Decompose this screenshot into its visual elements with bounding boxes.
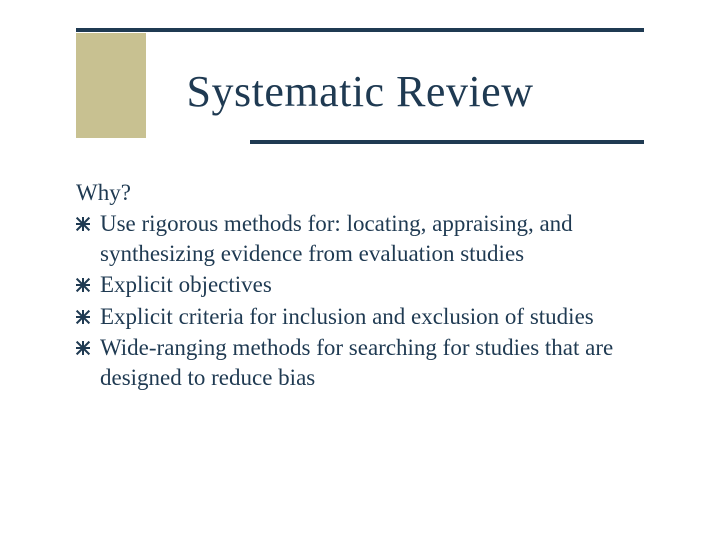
list-item-text: Explicit objectives [100, 270, 656, 299]
mid-rule [250, 140, 644, 144]
top-rule [76, 28, 644, 32]
list-item: Explicit criteria for inclusion and excl… [76, 302, 656, 331]
star-bullet-icon [76, 217, 90, 231]
list-item-text: Wide-ranging methods for searching for s… [100, 333, 656, 392]
star-bullet-icon [76, 278, 90, 292]
content-area: Why? Use rigorous methods for: locating,… [76, 178, 656, 394]
slide: Systematic Review Why? Use rigorous meth… [0, 0, 720, 540]
list-item-text: Explicit criteria for inclusion and excl… [100, 302, 656, 331]
list-item: Explicit objectives [76, 270, 656, 299]
star-bullet-icon [76, 310, 90, 324]
list-item: Wide-ranging methods for searching for s… [76, 333, 656, 392]
list-item-text: Use rigorous methods for: locating, appr… [100, 209, 656, 268]
why-label: Why? [76, 178, 656, 207]
list-item: Use rigorous methods for: locating, appr… [76, 209, 656, 268]
star-bullet-icon [76, 341, 90, 355]
page-title: Systematic Review [0, 66, 720, 117]
